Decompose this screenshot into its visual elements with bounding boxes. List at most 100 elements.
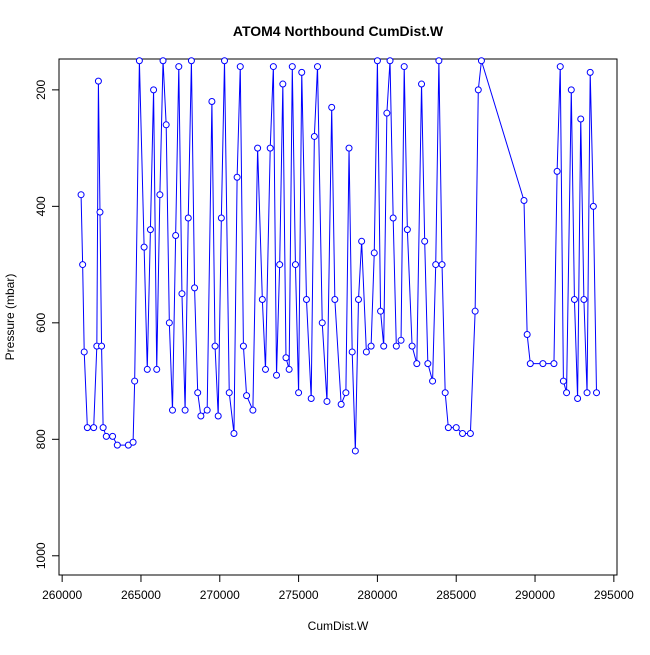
data-point bbox=[203, 406, 211, 414]
y-tick-label: 1000 bbox=[34, 542, 48, 569]
data-point bbox=[452, 424, 460, 432]
data-point bbox=[129, 438, 137, 446]
data-point bbox=[214, 412, 222, 420]
data-point bbox=[523, 330, 531, 338]
x-tick-label: 290000 bbox=[515, 588, 555, 602]
data-point bbox=[567, 86, 575, 94]
data-point bbox=[194, 389, 202, 397]
x-tick-label: 285000 bbox=[436, 588, 476, 602]
data-point bbox=[191, 284, 199, 292]
data-point bbox=[276, 261, 284, 269]
data-point bbox=[574, 395, 582, 403]
data-point bbox=[150, 86, 158, 94]
data-point bbox=[432, 261, 440, 269]
data-point bbox=[477, 57, 485, 65]
data-point bbox=[580, 296, 588, 304]
data-point bbox=[211, 342, 219, 350]
data-point bbox=[217, 214, 225, 222]
data-point bbox=[550, 360, 558, 368]
data-point bbox=[273, 371, 281, 379]
data-point bbox=[233, 173, 241, 181]
data-point bbox=[520, 197, 528, 205]
data-point bbox=[403, 226, 411, 234]
chart-title: ATOM4 Northbound CumDist.W bbox=[233, 23, 444, 39]
data-point bbox=[208, 98, 216, 106]
data-point bbox=[102, 432, 110, 440]
data-point bbox=[418, 80, 426, 88]
y-tick-label: 200 bbox=[34, 80, 48, 100]
data-point bbox=[421, 237, 429, 245]
y-tick-label: 400 bbox=[34, 196, 48, 216]
data-point bbox=[146, 226, 154, 234]
data-point bbox=[221, 57, 229, 65]
data-point bbox=[583, 389, 591, 397]
data-point bbox=[249, 406, 257, 414]
data-point bbox=[254, 144, 262, 152]
data-point bbox=[314, 63, 322, 71]
data-point bbox=[400, 63, 408, 71]
data-line bbox=[80, 60, 598, 451]
data-point bbox=[243, 392, 251, 400]
data-point bbox=[109, 432, 117, 440]
data-point bbox=[474, 86, 482, 94]
data-point bbox=[310, 132, 318, 140]
data-point bbox=[225, 389, 233, 397]
data-point bbox=[466, 429, 474, 437]
data-point bbox=[153, 365, 161, 373]
x-axis-label: CumDist.W bbox=[308, 619, 369, 633]
data-point bbox=[285, 365, 293, 373]
data-point bbox=[471, 307, 479, 315]
data-point bbox=[392, 342, 400, 350]
data-point bbox=[408, 342, 416, 350]
data-point bbox=[83, 424, 91, 432]
data-point bbox=[168, 406, 176, 414]
data-point bbox=[77, 191, 85, 199]
data-point bbox=[397, 336, 405, 344]
data-point bbox=[435, 57, 443, 65]
data-point bbox=[354, 296, 362, 304]
data-point bbox=[593, 389, 601, 397]
data-point bbox=[589, 202, 597, 210]
data-point bbox=[386, 57, 394, 65]
data-point bbox=[358, 237, 366, 245]
data-point bbox=[345, 144, 353, 152]
data-point bbox=[441, 389, 449, 397]
data-point bbox=[181, 406, 189, 414]
data-point bbox=[230, 429, 238, 437]
data-point bbox=[239, 342, 247, 350]
data-point bbox=[429, 377, 437, 385]
data-point bbox=[279, 80, 287, 88]
data-point bbox=[178, 290, 186, 298]
data-point bbox=[367, 342, 375, 350]
data-point bbox=[553, 167, 561, 175]
data-point bbox=[307, 395, 315, 403]
x-tick-label: 260000 bbox=[42, 588, 82, 602]
data-point bbox=[162, 121, 170, 129]
data-point bbox=[586, 68, 594, 76]
data-point bbox=[96, 208, 104, 216]
data-point bbox=[140, 243, 148, 251]
data-point bbox=[444, 424, 452, 432]
data-point bbox=[370, 249, 378, 257]
data-point bbox=[113, 441, 121, 449]
data-point bbox=[351, 447, 359, 455]
data-point bbox=[377, 307, 385, 315]
data-point bbox=[318, 319, 326, 327]
data-point bbox=[143, 365, 151, 373]
data-point bbox=[99, 424, 107, 432]
data-point bbox=[282, 354, 290, 362]
x-tick-label: 270000 bbox=[200, 588, 240, 602]
data-point bbox=[323, 397, 331, 405]
data-point bbox=[373, 57, 381, 65]
data-point bbox=[94, 77, 102, 85]
data-point bbox=[165, 319, 173, 327]
data-point bbox=[298, 68, 306, 76]
y-tick-label: 600 bbox=[34, 312, 48, 332]
data-point bbox=[459, 429, 467, 437]
data-point bbox=[337, 400, 345, 408]
data-point bbox=[90, 424, 98, 432]
data-point bbox=[328, 103, 336, 111]
data-point bbox=[291, 261, 299, 269]
data-point bbox=[342, 389, 350, 397]
